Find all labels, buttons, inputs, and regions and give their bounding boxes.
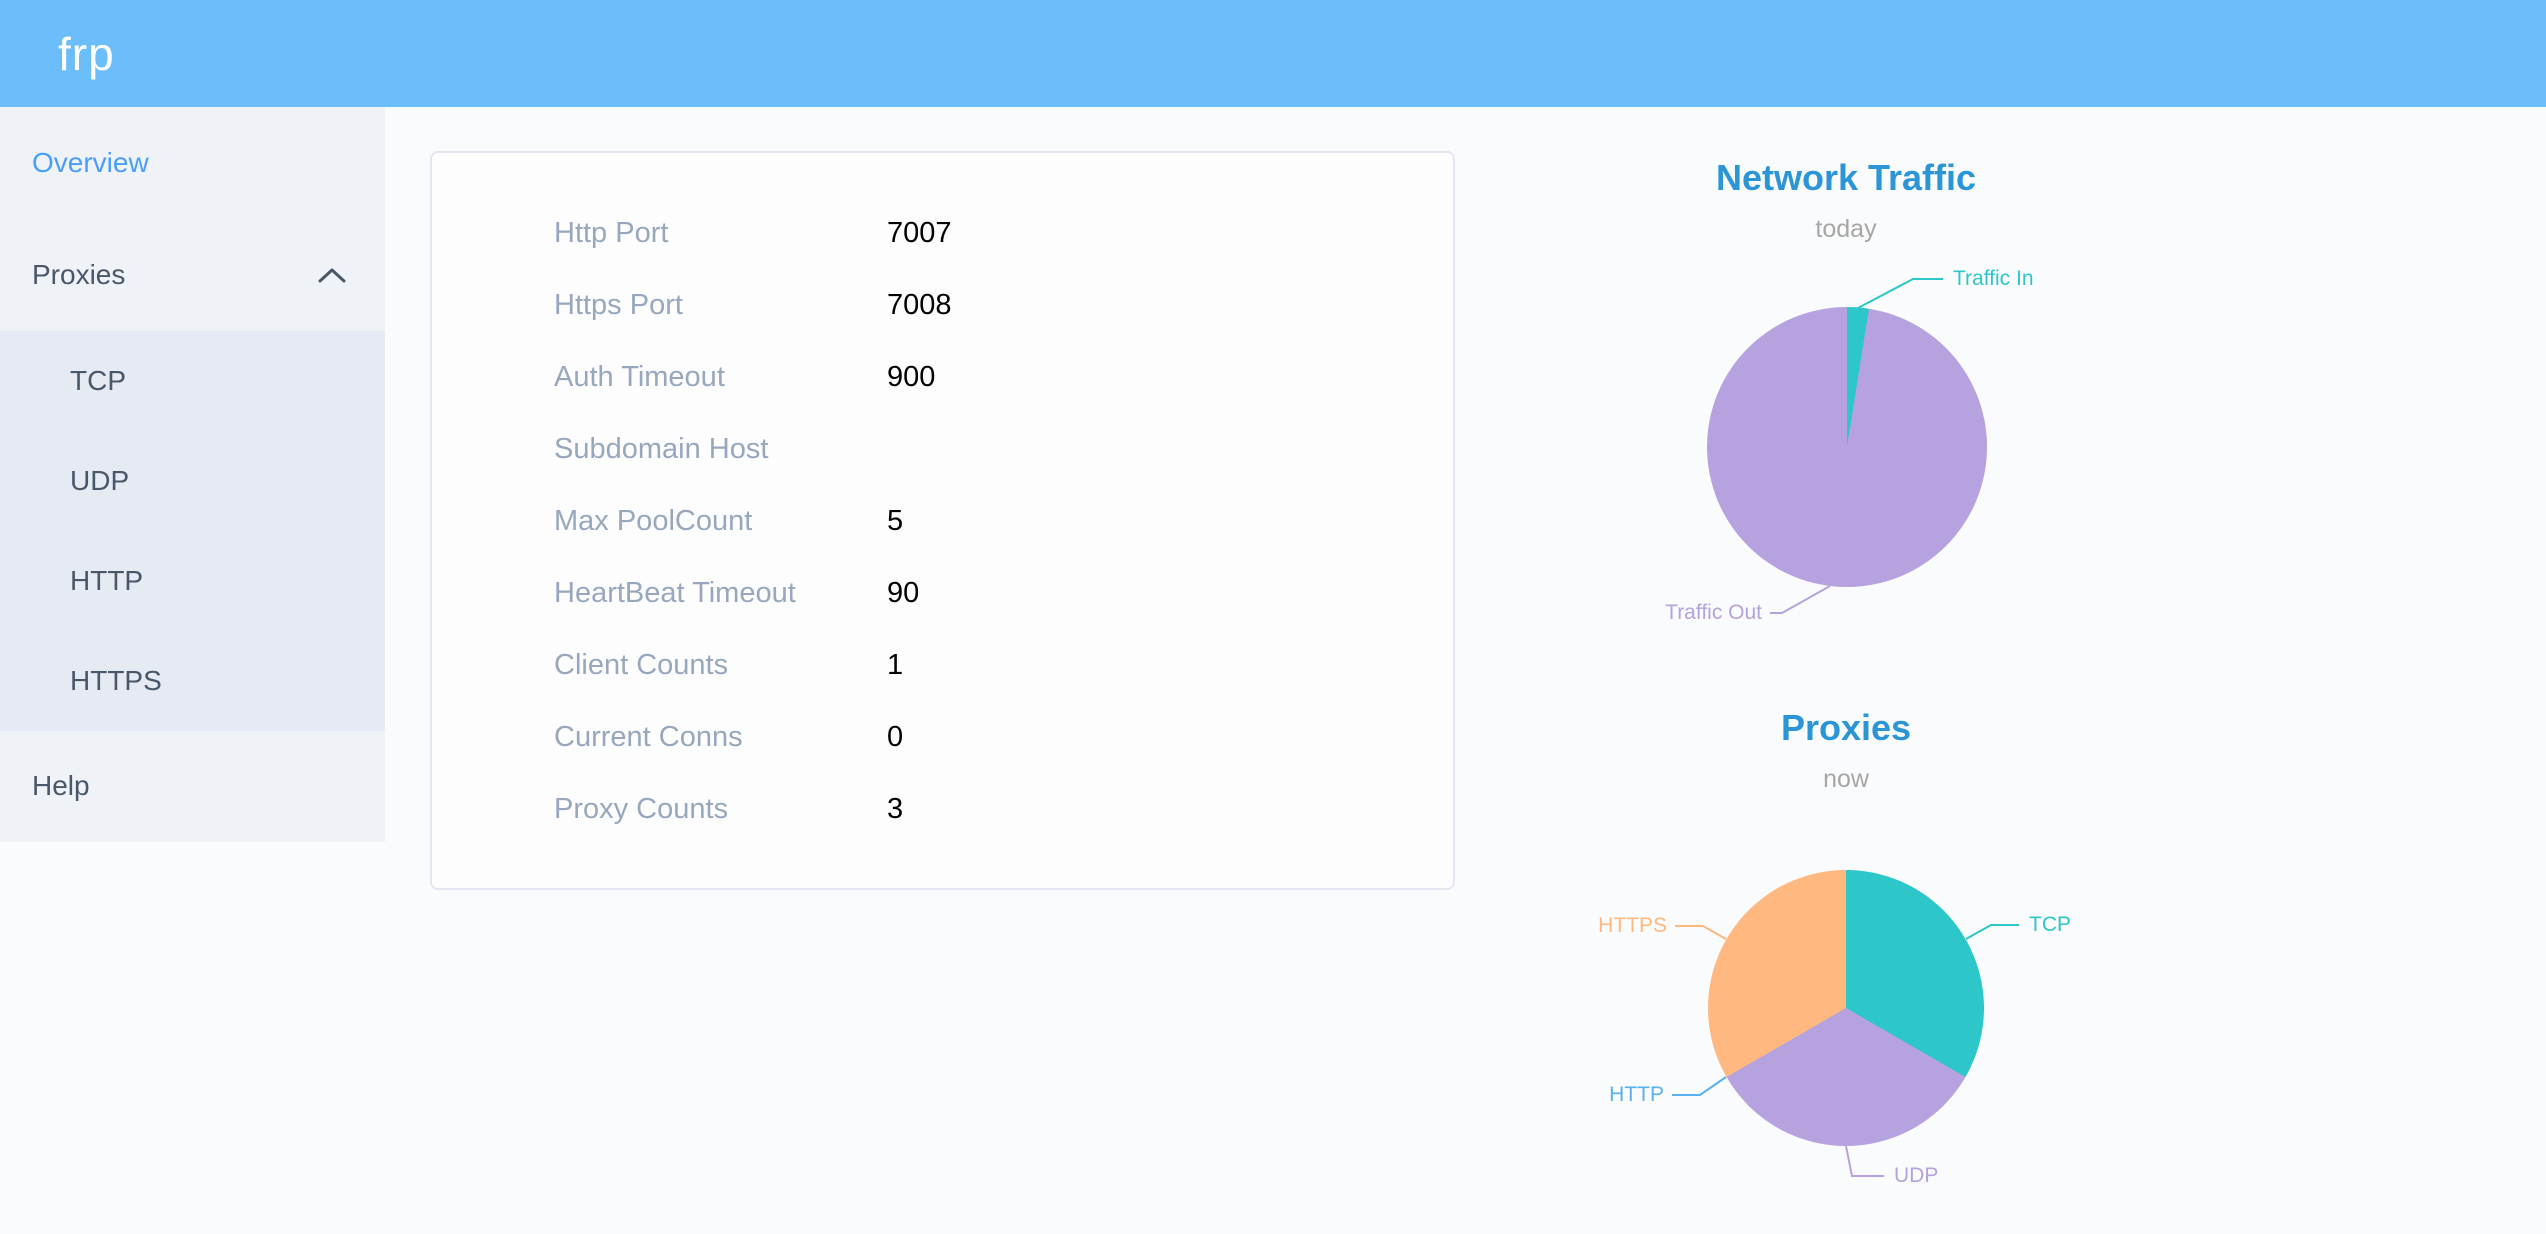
pie-label-https: HTTPS <box>1598 914 1667 937</box>
field-value: 5 <box>887 504 904 537</box>
app-header: frp <box>0 0 2546 107</box>
sidebar-item-overview[interactable]: Overview <box>0 107 385 219</box>
app-logo: frp <box>58 27 115 80</box>
pie-chart-area: TCP UDP HTTP HTTPS <box>1496 690 2196 1234</box>
field-label: Auth Timeout <box>554 360 725 393</box>
field-label: Proxy Counts <box>554 792 729 825</box>
table-row: Auth Timeout 900 <box>432 341 1453 413</box>
field-label: Subdomain Host <box>554 432 769 465</box>
pie-label-traffic-in: Traffic In <box>1953 267 2034 290</box>
network-traffic-pie[interactable] <box>1707 307 1987 587</box>
table-row: Proxy Counts 3 <box>432 773 1453 845</box>
sidebar-item-http[interactable]: HTTP <box>70 565 144 596</box>
pie-chart-area: Traffic In Traffic Out <box>1496 140 2196 670</box>
table-row: Subdomain Host <box>432 413 1453 485</box>
pie-label-http: HTTP <box>1609 1083 1664 1106</box>
pie-label-udp: UDP <box>1894 1164 1939 1187</box>
proxies-pie[interactable] <box>1708 870 1984 1146</box>
pie-label-traffic-out: Traffic Out <box>1665 601 1762 624</box>
pie-label-lines <box>1770 278 1943 614</box>
sidebar-item-label: Help <box>32 770 90 801</box>
sidebar-item-https[interactable]: HTTPS <box>70 665 162 696</box>
pie-label-lines <box>1672 924 2019 1177</box>
field-label: Max PoolCount <box>554 504 753 537</box>
field-label: Https Port <box>554 288 683 321</box>
chart-title: Proxies <box>1780 707 1912 748</box>
field-label: Client Counts <box>554 648 729 681</box>
sidebar-item-help[interactable]: Help <box>0 731 385 841</box>
field-value: 90 <box>887 576 920 609</box>
table-row: Client Counts 1 <box>432 629 1453 701</box>
network-traffic-chart: Network Traffic today Traffic In Traffic … <box>1496 140 2196 670</box>
field-value: 3 <box>887 792 904 825</box>
sidebar-item-proxies[interactable]: Proxies <box>0 219 385 331</box>
field-value: 0 <box>887 720 904 753</box>
chart-subtitle: today <box>1815 215 1877 243</box>
sidebar-item-label: Overview <box>32 147 149 178</box>
field-label: HeartBeat Timeout <box>554 576 796 609</box>
field-value: 1 <box>887 648 904 681</box>
proxies-submenu: TCP UDP HTTP HTTPS <box>0 331 385 731</box>
chart-title: Network Traffic <box>1715 157 1977 198</box>
field-label: Http Port <box>554 216 669 249</box>
table-row: Current Conns 0 <box>432 701 1453 773</box>
field-value: 900 <box>887 360 936 393</box>
table-row: Https Port 7008 <box>432 269 1453 341</box>
sidebar-item-udp[interactable]: UDP <box>70 465 130 496</box>
sidebar: Overview Proxies TCP UDP HTTP HTTPS Help <box>0 107 385 842</box>
proxies-chart: Proxies now TCP UDP HTTP HTTPS <box>1496 690 2196 1234</box>
table-row: Http Port 7007 <box>432 197 1453 269</box>
field-label: Current Conns <box>554 720 743 753</box>
table-row: Max PoolCount 5 <box>432 485 1453 557</box>
field-value: 7008 <box>887 288 952 321</box>
field-value: 7007 <box>887 216 952 249</box>
sidebar-item-label: Proxies <box>32 259 126 290</box>
pie-label-tcp: TCP <box>2029 913 2071 936</box>
table-row: HeartBeat Timeout 90 <box>432 557 1453 629</box>
chart-subtitle: now <box>1823 765 1869 793</box>
chevron-up-icon <box>318 267 346 283</box>
server-info-panel: Http Port 7007 Https Port 7008 Auth Timeout 9… <box>430 151 1455 890</box>
sidebar-item-tcp[interactable]: TCP <box>70 365 126 396</box>
